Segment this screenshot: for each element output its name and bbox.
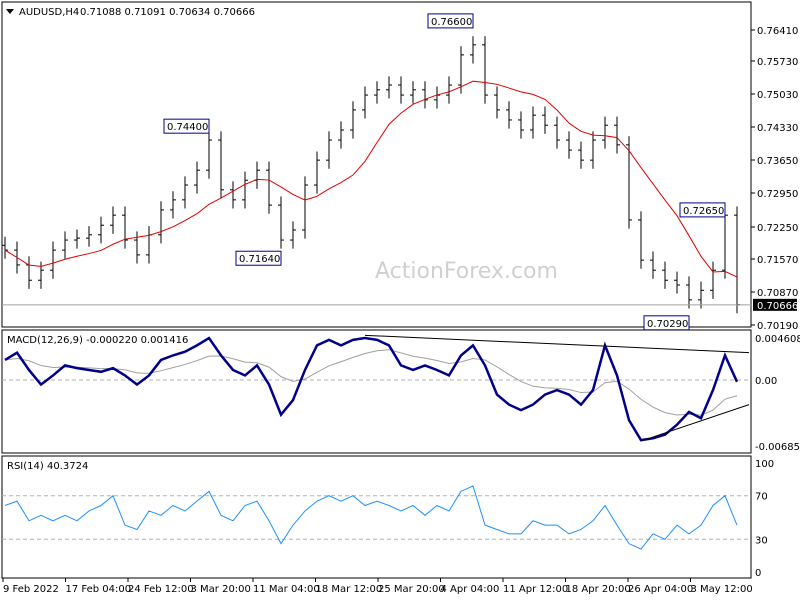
rsi-title: RSI(14) 40.3724 (7, 461, 88, 472)
time-axis-label: 4 Apr 04:00 (441, 584, 500, 595)
annotation-label: 0.70290 (647, 319, 688, 330)
moving-average-line (4, 80, 738, 278)
macd-line (4, 336, 739, 442)
price-axis-label: 0.75030 (757, 90, 798, 101)
time-axis-label: 17 Feb 04:00 (66, 584, 132, 595)
price-axis-label: 0.76410 (757, 26, 798, 37)
annotation-label: 0.74400 (167, 122, 208, 133)
rsi-panel-border (1, 455, 752, 579)
macd-panel-border (1, 329, 752, 454)
time-axis-label: 3 May 12:00 (691, 584, 753, 595)
price-axis-label: 0.70870 (757, 288, 798, 299)
macd-axis-label: 0.00 (755, 376, 777, 387)
price-axis-label: 0.71570 (757, 255, 798, 266)
macd-signal-line (4, 349, 738, 416)
price-panel-border (1, 1, 752, 328)
price-axis-label: 0.72950 (757, 189, 798, 200)
rsi-axis-label: 30 (755, 535, 768, 546)
price-axis-label: 0.70190 (757, 321, 798, 332)
macd-trendline (364, 334, 750, 354)
price-axis-label: 0.74330 (757, 123, 798, 134)
macd-axis-label: 0.004608 (755, 334, 800, 345)
macd-title: MACD(12,26,9) -0.000220 0.001416 (7, 335, 188, 346)
annotation-box (427, 13, 474, 29)
time-axis-label: 3 Mar 20:00 (191, 584, 251, 595)
annotation-box (679, 202, 726, 218)
time-axis-label: 11 Apr 12:00 (503, 584, 568, 595)
macd-trendline (640, 404, 750, 442)
annotation-box (643, 315, 690, 331)
symbol-label: AUDUSD,H4 (19, 7, 79, 18)
time-axis-label: 25 Mar 20:00 (378, 584, 445, 595)
time-axis-label: 26 Apr 04:00 (628, 584, 693, 595)
last-price-box (753, 298, 797, 311)
last-price-label: 0.70666 (757, 301, 798, 312)
rsi-axis-label: 70 (755, 492, 768, 503)
annotation-label: 0.71640 (239, 254, 280, 265)
watermark: ActionForex.com (375, 259, 558, 284)
time-axis-label: 18 Apr 20:00 (566, 584, 631, 595)
annotation-box (163, 118, 210, 134)
rsi-axis-label: 100 (755, 459, 774, 470)
price-axis-label: 0.75730 (757, 57, 798, 68)
annotation-label: 0.72650 (683, 206, 724, 217)
time-axis-label: 18 Mar 12:00 (316, 584, 383, 595)
price-axis-label: 0.72250 (757, 223, 798, 234)
time-axis-label: 11 Mar 04:00 (253, 584, 320, 595)
time-axis-label: 9 Feb 2022 (3, 584, 59, 595)
annotation-box (235, 250, 282, 266)
time-axis-label: 24 Feb 12:00 (128, 584, 194, 595)
rsi-axis-label: 0 (755, 568, 761, 579)
rsi-line (4, 485, 738, 550)
macd-axis-label: -0.006853 (755, 442, 800, 453)
ohlc-label: 0.71088 0.71091 0.70634 0.70666 (80, 7, 255, 18)
price-axis-label: 0.73650 (757, 156, 798, 167)
annotation-label: 0.76600 (431, 17, 472, 28)
dropdown-triangle-icon[interactable] (6, 9, 14, 14)
